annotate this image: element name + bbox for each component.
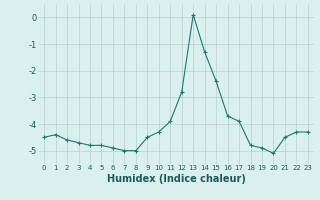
X-axis label: Humidex (Indice chaleur): Humidex (Indice chaleur) bbox=[107, 174, 245, 184]
